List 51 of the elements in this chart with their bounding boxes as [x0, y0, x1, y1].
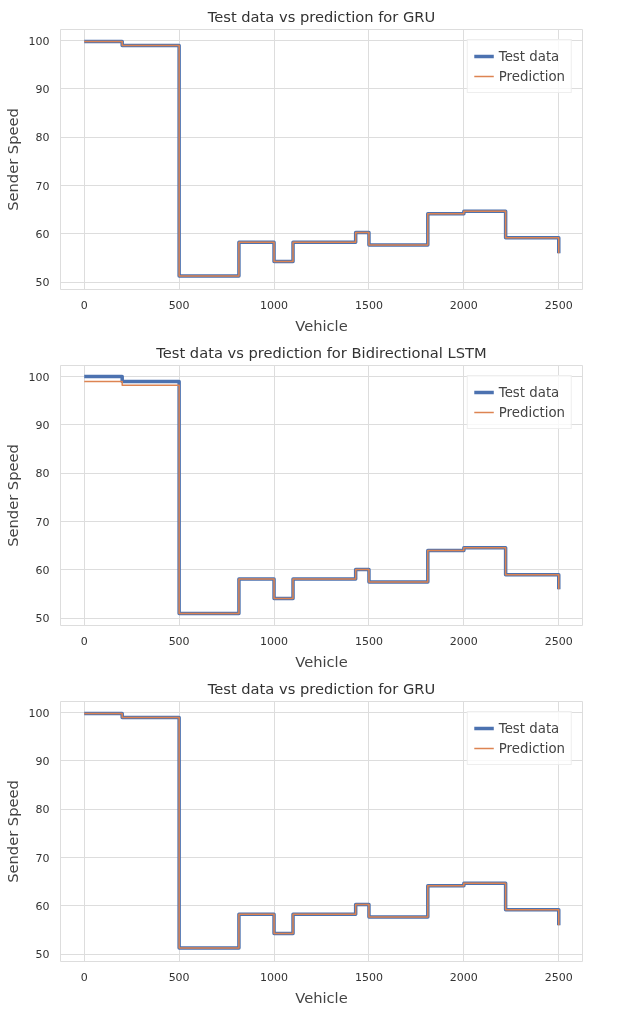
y-tick-label: 90 — [35, 418, 50, 432]
x-tick-label: 1500 — [354, 634, 383, 648]
x-tick-label: 1500 — [354, 970, 383, 984]
legend-label: Test data — [498, 720, 560, 736]
y-tick-label: 100 — [28, 706, 50, 720]
x-tick-label: 500 — [168, 970, 190, 984]
x-tick-label: 0 — [80, 970, 88, 984]
y-tick-label: 80 — [35, 131, 50, 145]
x-axis-title: Vehicle — [295, 316, 348, 334]
x-tick-label: 2500 — [544, 634, 573, 648]
y-tick-label: 100 — [28, 34, 50, 48]
x-axis-title: Vehicle — [295, 988, 348, 1006]
x-tick-label: 500 — [168, 298, 190, 312]
legend-label: Test data — [498, 384, 560, 400]
chart-title: Test data vs prediction for GRU — [206, 7, 436, 25]
y-tick-label: 60 — [35, 563, 50, 577]
y-tick-label: 80 — [35, 803, 50, 817]
y-tick-label: 50 — [35, 276, 50, 290]
x-tick-label: 0 — [80, 634, 88, 648]
y-tick-label: 100 — [28, 370, 50, 384]
x-tick-label: 2500 — [544, 298, 573, 312]
y-tick-label: 70 — [35, 851, 50, 865]
chart-title: Test data vs prediction for GRU — [206, 679, 436, 697]
x-tick-label: 2000 — [449, 634, 478, 648]
y-tick-label: 70 — [35, 515, 50, 529]
legend-label: Test data — [498, 48, 560, 64]
x-tick-label: 1000 — [260, 970, 289, 984]
x-tick-label: 2000 — [449, 970, 478, 984]
x-tick-label: 500 — [168, 634, 190, 648]
y-tick-label: 90 — [35, 82, 50, 96]
x-axis-title: Vehicle — [295, 652, 348, 670]
x-tick-label: 1000 — [260, 298, 289, 312]
legend-label: Prediction — [498, 740, 565, 756]
y-tick-label: 60 — [35, 899, 50, 913]
x-tick-label: 2500 — [544, 970, 573, 984]
y-tick-label: 50 — [35, 612, 50, 626]
y-axis-title: Sender Speed — [3, 444, 21, 547]
chart-title: Test data vs prediction for Bidirectional LSTM — [155, 343, 487, 361]
y-tick-label: 90 — [35, 754, 50, 768]
x-tick-label: 1000 — [260, 634, 289, 648]
y-tick-label: 50 — [35, 948, 50, 962]
legend-label: Prediction — [498, 68, 565, 84]
x-tick-label: 2000 — [449, 298, 478, 312]
y-tick-label: 80 — [35, 467, 50, 481]
x-tick-label: 0 — [80, 298, 88, 312]
y-tick-label: 70 — [35, 179, 50, 193]
legend-label: Prediction — [498, 404, 565, 420]
y-tick-label: 60 — [35, 227, 50, 241]
x-tick-label: 1500 — [354, 298, 383, 312]
y-axis-title: Sender Speed — [3, 780, 21, 883]
y-axis-title: Sender Speed — [3, 108, 21, 211]
